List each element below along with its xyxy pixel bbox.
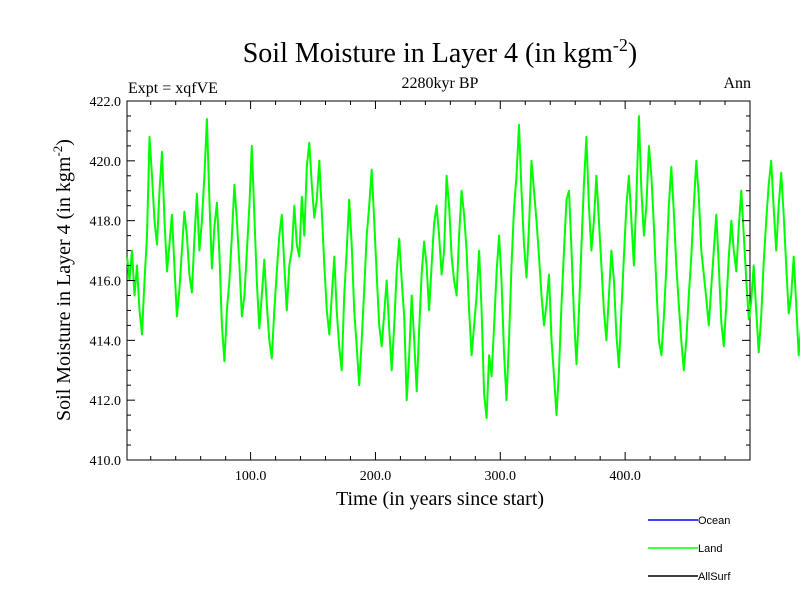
x-axis: 100.0 200.0 300.0 400.0 <box>150 101 726 484</box>
series-line-land <box>126 115 800 420</box>
y-axis-label: Soil Moisture in Layer 4 (in kgm-2) <box>50 139 75 421</box>
x-tick-label: 300.0 <box>485 469 517 484</box>
legend: Ocean Land AllSurf <box>648 515 731 583</box>
x-tick-label: 400.0 <box>609 469 641 484</box>
y-tick-label: 422.0 <box>90 95 122 110</box>
y-tick-label: 416.0 <box>90 275 122 290</box>
x-tick-label: 200.0 <box>360 469 392 484</box>
y-tick-label: 420.0 <box>90 155 122 170</box>
season-label: Ann <box>723 75 751 92</box>
x-tick-label: 100.0 <box>235 469 267 484</box>
chart-subtitle: 2280kyr BP <box>402 75 479 92</box>
y-tick-label: 410.0 <box>90 454 122 469</box>
y-tick-label: 412.0 <box>90 394 122 409</box>
legend-label-land: Land <box>698 543 722 555</box>
y-tick-label: 414.0 <box>90 334 122 349</box>
experiment-label: Expt = xqfVE <box>128 80 218 97</box>
y-tick-label: 418.0 <box>90 215 122 230</box>
legend-label-ocean: Ocean <box>698 515 730 527</box>
y-axis: 410.0 412.0 414.0 416.0 418.0 420.0 422.0 <box>90 95 750 469</box>
legend-label-allsurf: AllSurf <box>698 571 731 583</box>
x-axis-label: Time (in years since start) <box>336 488 544 510</box>
chart-title: Soil Moisture in Layer 4 (in kgm-2) <box>243 35 638 69</box>
